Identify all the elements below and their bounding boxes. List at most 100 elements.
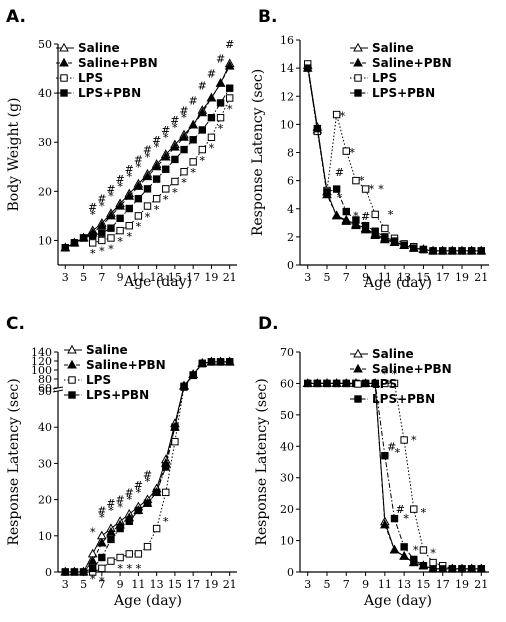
y-tick-label: 70 [280,346,294,359]
series-lps-pbn [61,358,234,576]
axis-break-gap [55,388,61,391]
y-tick-label: 120 [31,355,52,368]
data-point [448,565,457,573]
data-point [216,113,225,122]
data-point [89,239,97,247]
panel-c: C. 3 5 7 9 11 13 15 17 19 21 0 10 20 30 40 5060801001201… [6,314,237,609]
y-axis-title: Response Latency (sec) [250,69,266,236]
y-tick-label: 0 [287,259,294,272]
data-point [152,175,161,183]
x-tick-label: 7 [343,578,350,591]
data-point [79,234,88,242]
x-tick-label: 15 [168,578,182,591]
data-point [180,382,188,390]
x-tick-label: 15 [416,271,430,284]
x-tick-label: 11 [131,271,145,284]
panel-label: D. [258,314,279,334]
y-tick-label: 8 [287,147,294,160]
data-point [380,519,390,529]
x-tick-label: 15 [416,578,430,591]
data-point [198,126,206,134]
y-tick-label: 50 [38,38,52,51]
x-axis-title: Age (day) [363,275,432,291]
data-point [162,185,170,193]
x-tick-label: 11 [378,271,392,284]
data-point [439,247,447,255]
data-point [389,544,400,554]
significance-hash: # [125,163,134,176]
data-point [125,517,133,526]
data-point [142,171,153,181]
y-tick-label: 30 [280,472,294,485]
x-tick-label: 13 [150,271,164,284]
significance-star: * [126,494,132,507]
y-tick-label: 16 [280,34,294,47]
data-point [133,181,144,190]
significance-star: * [411,434,417,447]
significance-star: * [403,513,409,526]
data-point [160,151,171,161]
y-axis-title: Response Latency (sec) [254,378,270,545]
data-point [171,177,179,186]
data-point [467,247,476,255]
legend-marker [354,89,362,97]
legend-label: Saline+PBN [372,56,452,70]
data-point [429,558,437,567]
data-point [361,221,370,230]
x-tick-label: 5 [80,578,87,591]
data-point [399,551,409,560]
axis-break-mark [52,386,64,390]
data-point [96,220,107,230]
significance-star: * [200,154,206,167]
data-point [180,167,188,176]
significance-star: * [117,501,123,514]
legend-marker [68,376,76,384]
data-point [429,565,437,573]
data-point [134,506,143,515]
data-point [400,241,408,250]
data-point [410,505,418,513]
data-point [106,210,116,220]
significance-star: * [392,368,398,381]
legend-marker [353,42,363,52]
significance-star: * [145,151,151,164]
data-point [152,488,161,497]
significance-hash: # [207,67,216,80]
x-tick-label: 7 [98,271,105,284]
x-tick-label: 21 [223,578,237,591]
significance-star: * [349,147,355,160]
significance-star: * [99,575,105,588]
data-point [107,535,115,544]
y-tick-label: 20 [38,494,52,507]
legend-label: LPS [86,373,111,387]
x-tick-label: 9 [362,271,369,284]
significance-star: * [190,167,196,180]
series-saline [302,378,487,573]
data-point [410,244,418,252]
data-point [207,113,216,122]
data-point [116,524,124,533]
data-point [87,555,98,565]
data-point [458,565,466,573]
significance-hash: # [161,124,170,137]
data-point [332,110,341,119]
x-tick-label: 15 [168,271,182,284]
legend-marker [353,348,363,358]
legend-label: Saline [372,41,414,55]
data-point [116,214,124,223]
y-tick-label: 12 [280,90,294,103]
significance-hash: # [143,468,152,481]
significance-star: * [136,161,142,174]
data-point [390,237,399,245]
data-point [332,379,341,388]
x-tick-label: 17 [186,578,200,591]
significance-star: * [163,194,169,207]
significance-star: * [181,176,187,189]
significance-star: * [353,210,359,223]
data-point [179,132,189,141]
data-point [400,543,408,551]
data-point [207,358,216,366]
significance-star: * [369,183,375,196]
